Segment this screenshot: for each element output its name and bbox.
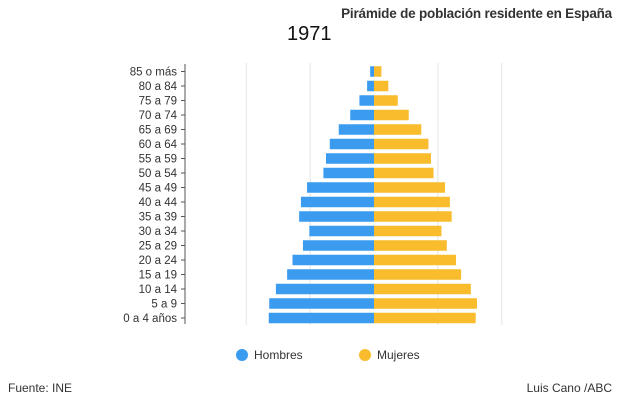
credit-note: Luis Cano /ABC (526, 381, 612, 395)
legend-label-hombres: Hombres (254, 348, 303, 362)
bar-hombres (287, 269, 374, 280)
bar-mujeres (374, 225, 442, 237)
bar-mujeres (374, 138, 429, 150)
legend-label-mujeres: Mujeres (377, 348, 420, 362)
population-pyramid-chart: 85 o más 80 a 84 75 a 79 70 a 74 65 a 69 60 a… (123, 63, 503, 325)
bar-mujeres (374, 109, 409, 121)
bar-hombres (300, 196, 374, 208)
y-tick-label: 30 a 34 (139, 226, 178, 238)
source-note: Fuente: INE (8, 381, 73, 395)
bar-hombres (370, 66, 374, 77)
y-tick-label: 20 a 24 (139, 255, 178, 267)
y-tick-label: 80 a 84 (139, 81, 178, 93)
bar-mujeres (374, 269, 462, 280)
bars-layer (268, 66, 477, 324)
y-tick-label: 35 a 39 (139, 212, 177, 224)
bar-hombres (299, 211, 374, 222)
bar-mujeres (374, 283, 471, 295)
bar-mujeres (374, 182, 446, 193)
bar-hombres (329, 138, 374, 150)
y-tick-label: 0 a 4 años (123, 313, 177, 325)
y-tick-label: 50 a 54 (139, 168, 178, 180)
y-tick-label: 70 a 74 (139, 110, 178, 122)
bar-hombres (307, 182, 374, 193)
bar-hombres (367, 80, 374, 92)
bar-hombres (309, 225, 374, 237)
y-tick-label: 25 a 29 (139, 241, 177, 253)
bar-mujeres (374, 312, 476, 324)
y-tick-label: 60 a 64 (139, 139, 178, 151)
y-tick-label: 15 a 19 (139, 270, 177, 282)
y-tick-label: 45 a 49 (139, 183, 177, 195)
bar-mujeres (374, 124, 422, 135)
chart-title: Pirámide de población residente en Españ… (341, 6, 612, 21)
legend-item-hombres[interactable]: Hombres (236, 348, 303, 362)
y-tick-label: 40 a 44 (139, 197, 178, 209)
bar-hombres (269, 298, 374, 309)
bar-hombres (292, 254, 374, 266)
legend: Hombres Mujeres (0, 348, 620, 366)
bar-mujeres (374, 211, 452, 222)
bar-mujeres (374, 80, 389, 92)
bar-hombres (350, 109, 374, 121)
legend-dot-mujeres (359, 349, 371, 361)
y-tick-label: 5 a 9 (151, 299, 177, 311)
y-tick-label: 85 o más (130, 67, 178, 79)
ticks-layer: 85 o más 80 a 84 75 a 79 70 a 74 65 a 69 60 a… (123, 64, 186, 325)
bar-mujeres (374, 95, 398, 106)
bar-mujeres (374, 298, 477, 309)
bar-mujeres (374, 66, 382, 77)
bar-hombres (338, 124, 374, 135)
bar-hombres (323, 167, 374, 179)
bar-mujeres (374, 196, 450, 208)
bar-mujeres (374, 153, 431, 164)
bar-mujeres (374, 254, 457, 266)
bar-mujeres (374, 240, 447, 251)
y-tick-label: 65 a 69 (139, 125, 177, 137)
y-tick-label: 10 a 14 (139, 284, 178, 296)
bar-hombres (275, 283, 374, 295)
grid-layer (245, 63, 503, 325)
legend-item-mujeres[interactable]: Mujeres (359, 348, 420, 362)
legend-dot-hombres (236, 349, 248, 361)
bar-hombres (325, 153, 374, 164)
bar-hombres (268, 312, 374, 324)
bar-hombres (302, 240, 374, 251)
bar-mujeres (374, 167, 434, 179)
year-label: 1971 (287, 23, 332, 45)
bar-hombres (359, 95, 374, 106)
y-tick-label: 75 a 79 (139, 96, 177, 108)
y-tick-label: 55 a 59 (139, 154, 177, 166)
